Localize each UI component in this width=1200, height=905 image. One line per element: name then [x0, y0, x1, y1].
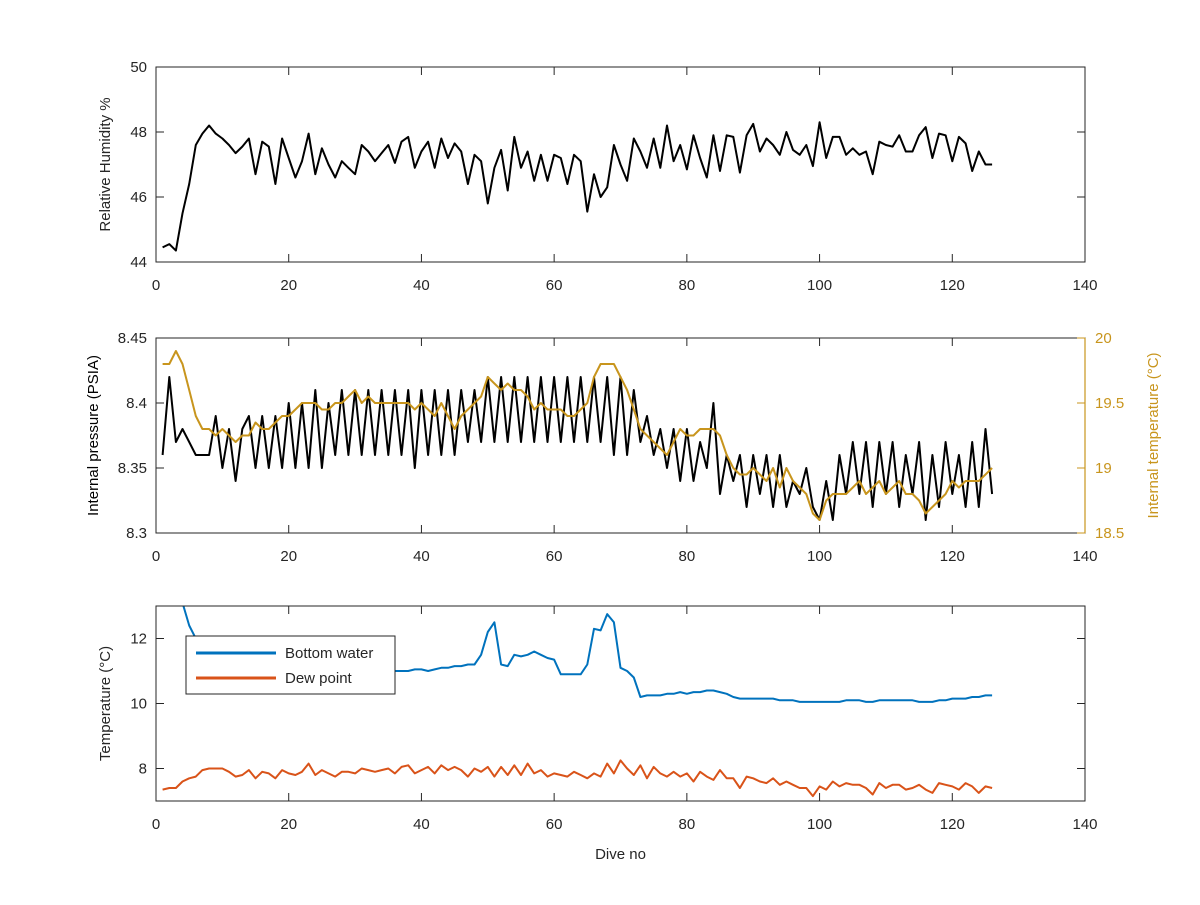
y-tick-label: 8: [139, 761, 147, 778]
x-tick-label: 80: [679, 548, 696, 565]
x-tick-label: 0: [152, 277, 160, 294]
x-tick-label: 40: [413, 816, 430, 833]
x-tick-label: 80: [679, 277, 696, 294]
y2-tick-label: 20: [1095, 330, 1112, 347]
y-tick-label: 10: [130, 696, 147, 713]
y-tick-label: 48: [130, 124, 147, 141]
y-axis-label: Internal pressure (PSIA): [85, 355, 102, 516]
x-tick-label: 60: [546, 277, 563, 294]
y-tick-label: 8.35: [118, 460, 147, 477]
x-axis-label: Dive no: [595, 846, 646, 863]
legend-label: Bottom water: [285, 645, 373, 662]
y-tick-label: 46: [130, 189, 147, 206]
y2-axis-label: Internal temperature (°C): [1145, 352, 1162, 518]
subplot-2: 0 20 40 60 80 100 120 140 8.3 8.35 8.4 8.45 18.5 19 19…: [85, 330, 1162, 565]
y2-tick-label: 19: [1095, 460, 1112, 477]
subplot-1: 0 20 40 60 80 100 120 140 44 46 48 50 Relative Humid…: [97, 59, 1098, 294]
axes-box: [155, 66, 1086, 263]
plot-area: [156, 606, 1085, 801]
y-axis-label: Relative Humidity %: [97, 97, 114, 231]
x-tick-label: 120: [940, 277, 965, 294]
y-tick-label: 50: [130, 59, 147, 76]
x-tick-label: 100: [807, 548, 832, 565]
series-line-2: [162, 350, 993, 521]
y-axis-label: Temperature (°C): [97, 646, 114, 761]
x-tick-label: 120: [940, 816, 965, 833]
y-tick-label: 8.4: [126, 395, 147, 412]
x-tick-label: 20: [280, 816, 297, 833]
x-tick-label: 80: [679, 816, 696, 833]
subplot-3: 0 20 40 60 80 100 120 140 8 10 12 Temperature (°C) D…: [97, 605, 1098, 863]
x-tick-label: 60: [546, 548, 563, 565]
x-tick-label: 20: [280, 277, 297, 294]
legend: Bottom water Dew point: [185, 635, 396, 695]
legend-box: [185, 635, 396, 695]
x-tick-label: 120: [940, 548, 965, 565]
series-line-1: [161, 376, 994, 521]
y-tick-label: 8.3: [126, 525, 147, 542]
x-tick-label: 140: [1072, 816, 1097, 833]
series-line-dew-point: [162, 759, 993, 798]
y-tick-label: 12: [130, 631, 147, 648]
x-tick-label: 140: [1072, 548, 1097, 565]
legend-label: Dew point: [285, 670, 353, 687]
x-tick-label: 0: [152, 816, 160, 833]
x-tick-label: 100: [807, 816, 832, 833]
y-tick-label: 8.45: [118, 330, 147, 347]
y-tick-label: 44: [130, 254, 147, 271]
x-tick-label: 60: [546, 816, 563, 833]
y2-tick-label: 18.5: [1095, 525, 1124, 542]
plot-area: [156, 338, 1085, 533]
x-tick-label: 100: [807, 277, 832, 294]
x-tick-label: 40: [413, 277, 430, 294]
y2-tick-label: 19.5: [1095, 395, 1124, 412]
x-tick-label: 20: [280, 548, 297, 565]
series-line-1: [162, 121, 993, 252]
x-tick-label: 140: [1072, 277, 1097, 294]
x-tick-label: 40: [413, 548, 430, 565]
x-tick-label: 0: [152, 548, 160, 565]
